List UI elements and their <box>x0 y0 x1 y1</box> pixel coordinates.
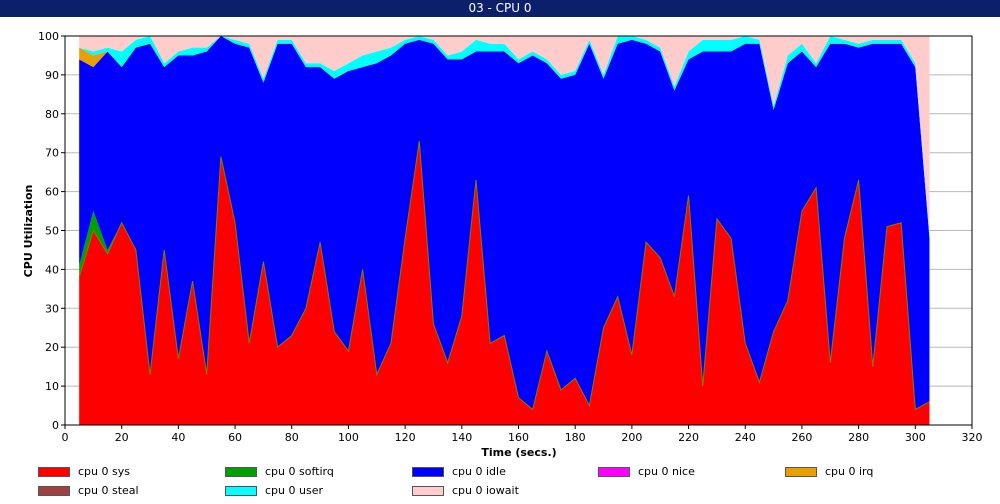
y-tick-label: 90 <box>45 69 59 82</box>
legend-label: cpu 0 softirq <box>265 465 334 478</box>
x-tick-label: 80 <box>285 431 299 444</box>
legend-label: cpu 0 iowait <box>452 484 519 497</box>
y-tick-label: 70 <box>45 147 59 160</box>
legend-swatch <box>225 486 257 496</box>
series-area-1 <box>79 141 930 425</box>
legend-item: cpu 0 iowait <box>412 484 519 498</box>
legend-label: cpu 0 irq <box>825 465 874 478</box>
window-title-bar: 03 - CPU 0 <box>0 0 1000 17</box>
series-area-8 <box>79 36 930 235</box>
y-tick-label: 10 <box>45 380 59 393</box>
x-tick-label: 180 <box>565 431 586 444</box>
x-tick-label: 40 <box>171 431 185 444</box>
legend-swatch <box>598 467 630 477</box>
legend: cpu 0 sys cpu 0 softirq cpu 0 idle cpu 0 ni… <box>0 462 1000 504</box>
y-tick-label: 100 <box>38 30 59 43</box>
legend-swatch <box>225 467 257 477</box>
x-tick-label: 60 <box>228 431 242 444</box>
series-area-3 <box>79 36 930 410</box>
x-tick-label: 160 <box>508 431 529 444</box>
legend-swatch <box>38 486 70 496</box>
sys-edge-line <box>78 140 930 411</box>
x-tick-label: 100 <box>338 431 359 444</box>
axes: 0 10 20 30 40 50 60 70 80 90 100 0 20 40 60 80 100 120 140… <box>38 30 983 444</box>
series-areas <box>78 36 930 425</box>
legend-item: cpu 0 irq <box>785 465 873 479</box>
legend-label: cpu 0 idle <box>452 465 506 478</box>
x-tick-label: 300 <box>905 431 926 444</box>
y-tick-label: 80 <box>45 108 59 121</box>
x-tick-label: 240 <box>735 431 756 444</box>
legend-item: cpu 0 sys <box>38 465 130 479</box>
x-tick-label: 140 <box>451 431 472 444</box>
x-tick-label: 20 <box>115 431 129 444</box>
x-tick-label: 0 <box>62 431 69 444</box>
legend-swatch <box>412 467 444 477</box>
cpu-utilization-chart: 0 10 20 30 40 50 60 70 80 90 100 0 20 40 60 80 100 120 140… <box>22 30 983 459</box>
legend-label: cpu 0 user <box>265 484 323 497</box>
y-tick-label: 20 <box>45 341 59 354</box>
window-title: 03 - CPU 0 <box>468 1 532 15</box>
y-tick-label: 40 <box>45 263 59 276</box>
x-tick-label: 280 <box>848 431 869 444</box>
legend-label: cpu 0 sys <box>78 465 130 478</box>
legend-label: cpu 0 nice <box>638 465 695 478</box>
x-axis-title: Time (secs.) <box>481 446 556 459</box>
y-tick-label: 50 <box>45 225 59 238</box>
legend-swatch <box>412 486 444 496</box>
legend-item: cpu 0 softirq <box>225 465 334 479</box>
legend-label: cpu 0 steal <box>78 484 139 497</box>
legend-item: cpu 0 steal <box>38 484 139 498</box>
x-tick-label: 120 <box>395 431 416 444</box>
legend-swatch <box>785 467 817 477</box>
x-tick-label: 320 <box>962 431 983 444</box>
legend-item: cpu 0 user <box>225 484 323 498</box>
x-tick-label: 220 <box>678 431 699 444</box>
x-tick-label: 260 <box>791 431 812 444</box>
y-tick-label: 60 <box>45 186 59 199</box>
y-tick-label: 30 <box>45 302 59 315</box>
legend-item: cpu 0 idle <box>412 465 506 479</box>
legend-swatch <box>38 467 70 477</box>
x-tick-label: 200 <box>621 431 642 444</box>
legend-item: cpu 0 nice <box>598 465 695 479</box>
y-axis-title: CPU Utilization <box>22 185 35 278</box>
y-tick-label: 0 <box>52 419 59 432</box>
